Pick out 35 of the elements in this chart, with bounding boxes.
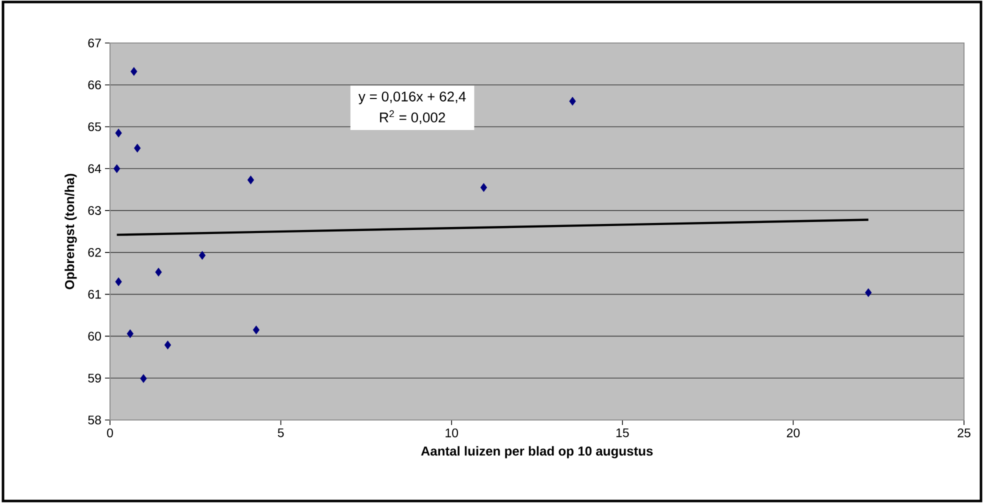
- y-tick-label: 63: [88, 206, 101, 215]
- point: [113, 164, 120, 174]
- x-tick-label: 0: [107, 428, 113, 438]
- y-tick-label: 61: [88, 290, 101, 299]
- annotation: R$^{2}$ = 0,002: [380, 110, 446, 124]
- point: [140, 374, 147, 383]
- point: [198, 250, 206, 260]
- point: [252, 326, 260, 334]
- x-tick-label: 20: [786, 428, 800, 438]
- point: [126, 329, 134, 338]
- annotation: y = 0,016x + 62,4: [358, 92, 466, 104]
- y-tick-label: 60: [88, 332, 101, 341]
- x-tick-label: 15: [616, 428, 629, 438]
- y-tick-label: 58: [88, 416, 101, 424]
- point: [865, 288, 872, 298]
- x-tick-label: 10: [446, 428, 458, 438]
- x-axis-title: Aantal luizen per blad op 10 augustus: [421, 446, 653, 458]
- point: [115, 128, 122, 138]
- point: [247, 176, 254, 184]
- y-tick-label: 65: [88, 122, 101, 132]
- point: [155, 268, 162, 277]
- x-tick-label: 25: [958, 428, 970, 438]
- y-tick-label: 67: [88, 38, 101, 48]
- point: [134, 144, 141, 153]
- y-tick-label: 64: [88, 164, 102, 174]
- y-tick-label: 62: [88, 248, 101, 257]
- y-tick-label: 66: [88, 80, 101, 90]
- point: [164, 340, 172, 350]
- point: [480, 183, 488, 192]
- point: [115, 277, 122, 286]
- point: [569, 96, 576, 106]
- x-tick-label: 5: [278, 428, 284, 438]
- point: [130, 67, 138, 76]
- y-axis-title: Opbrengst (ton/ha): [64, 174, 77, 290]
- y-tick-label: 59: [88, 374, 101, 383]
